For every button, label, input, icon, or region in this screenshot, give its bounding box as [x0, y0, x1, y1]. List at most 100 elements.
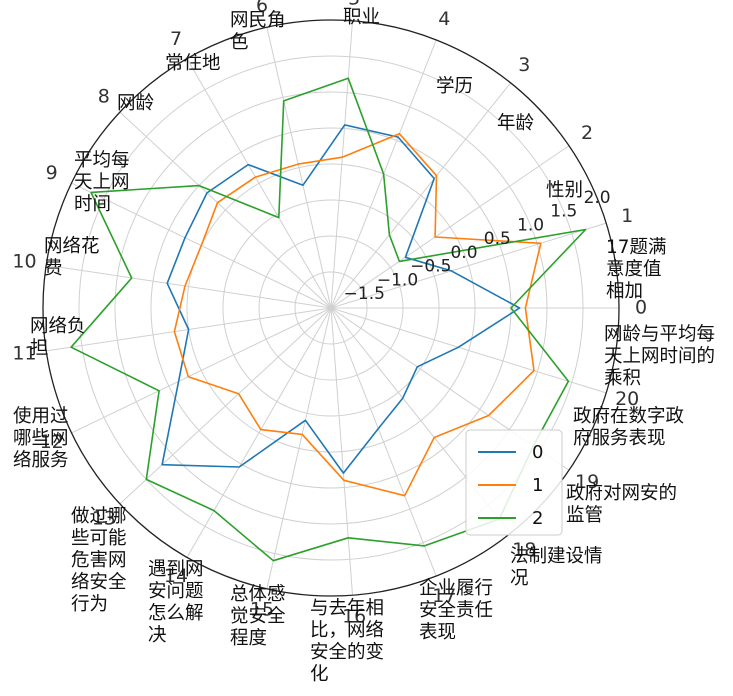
category-label-line: 常住地 [165, 53, 221, 74]
category-label-line: 职业 [343, 7, 380, 28]
radial-tick-label: −1.0 [377, 270, 418, 290]
legend-label: 2 [532, 508, 543, 529]
grid-spoke [71, 307, 332, 434]
angular-tick-label: 9 [46, 162, 58, 184]
category-label-line: 网民角 [230, 10, 286, 31]
category-label-line: 况 [510, 568, 529, 589]
grid-spoke [46, 264, 332, 309]
category-label-line: 年龄 [497, 113, 534, 134]
category-label-line: 天上网 [74, 172, 130, 193]
category-label-line: 安全的变 [310, 642, 384, 663]
category-label: 网络花费 [44, 236, 100, 279]
category-label-line: 哪些网 [13, 428, 69, 449]
category-label-line: 网龄 [117, 93, 154, 114]
category-label-line: 意度值 [606, 259, 662, 280]
category-label-line: 政府对网安的 [566, 483, 677, 504]
angular-tick-labels: 01234567891011121314151617181920 [12, 0, 647, 628]
category-label: 17题满意度值相加 [606, 237, 667, 302]
radial-tick-label: −1.5 [344, 284, 385, 304]
angular-tick-label: 4 [438, 8, 450, 30]
angular-tick-label: 2 [581, 122, 593, 144]
angular-tick-label: 0 [635, 297, 647, 319]
grid-spoke [330, 222, 607, 309]
category-label-line: 平均每 [74, 150, 130, 171]
category-label-line: 表现 [419, 622, 456, 643]
category-label-line: 做过哪 [71, 506, 127, 527]
category-label: 性别 [546, 180, 583, 201]
category-label-line: 网龄与平均每 [604, 324, 715, 345]
angular-tick-label: 13 [92, 507, 116, 529]
category-label-line: 学历 [436, 76, 473, 97]
category-label-line: 些可能 [71, 528, 127, 549]
category-label-line: 化 [310, 664, 329, 685]
category-label-line: 府服务表现 [573, 428, 666, 449]
category-label: 网民角色 [230, 10, 286, 53]
category-label-line: 乘积 [604, 368, 641, 389]
grid-spoke [330, 82, 511, 309]
category-label-line: 遇到网 [148, 559, 204, 580]
category-label: 与去年相比，网络安全的变化 [310, 598, 384, 685]
grid-spoke [266, 307, 332, 589]
category-label-line: 与去年相 [310, 598, 384, 619]
angular-tick-label: 7 [170, 28, 182, 50]
category-label: 企业履行安全责任表现 [419, 578, 493, 643]
category-label-line: 使用过 [13, 406, 69, 427]
grid-spoke [330, 307, 354, 596]
category-label-line: 危害网 [71, 550, 127, 571]
series-line-0 [161, 124, 521, 474]
radial-tick-label: 1.5 [550, 202, 577, 222]
grid-spoke [119, 307, 332, 505]
legend-label: 0 [532, 442, 543, 463]
category-label-line: 性别 [546, 180, 583, 201]
category-label: 做过哪些可能危害网络安全行为 [71, 506, 127, 615]
category-label: 使用过哪些网络服务 [13, 406, 69, 471]
category-label-line: 程度 [230, 628, 267, 649]
category-label-line: 费 [44, 258, 63, 279]
category-label: 平均每天上网时间 [74, 150, 130, 215]
category-label: 网龄 [117, 93, 154, 114]
category-label-line: 决 [148, 625, 167, 646]
angular-tick-label: 16 [342, 606, 366, 628]
grid-spoke [330, 145, 570, 309]
category-label: 总体感觉安全程度 [230, 584, 286, 649]
legend-label: 1 [532, 475, 543, 496]
category-label: 政府在数字政府服务表现 [573, 406, 684, 449]
angular-tick-label: 14 [164, 565, 188, 587]
angular-tick-label: 20 [615, 388, 639, 410]
category-label-line: 天上网时间的 [604, 346, 715, 367]
grid-spoke [186, 58, 332, 309]
angular-tick-label: 10 [12, 250, 36, 272]
category-label: 学历 [436, 76, 473, 97]
radial-tick-label: 0.5 [484, 229, 511, 249]
angular-tick-label: 6 [256, 0, 268, 16]
category-label-line: 怎么解 [148, 603, 204, 624]
category-label-line: 安问题 [148, 581, 204, 602]
category-label: 遇到网安问题怎么解决 [148, 559, 204, 646]
category-label: 法制建设情况 [510, 546, 603, 589]
category-label-line: 色 [230, 32, 249, 53]
outer-frame [42, 19, 620, 597]
category-labels: 网龄与平均每天上网时间的乘积 17题满意度值相加 性别 年龄 学历 职业 网民角色常住地网龄… [13, 7, 715, 685]
radial-tick-label: 0.0 [450, 243, 477, 263]
angular-tick-label: 19 [575, 471, 599, 493]
category-label: 网络负担 [30, 316, 86, 359]
radar-series [70, 77, 587, 562]
category-label-line: 觉安全 [230, 606, 286, 627]
grid-spoke [186, 307, 332, 558]
radial-tick-label: 1.0 [517, 215, 544, 235]
legend-box [465, 429, 563, 536]
category-label: 年龄 [497, 113, 534, 134]
series-line-1 [173, 132, 542, 497]
angular-tick-label: 11 [12, 343, 36, 365]
category-label: 政府对网安的监管 [566, 483, 677, 526]
angular-tick-label: 8 [98, 86, 110, 108]
legend: 0 1 2 [465, 429, 563, 536]
grid-spoke [119, 111, 332, 309]
category-label-line: 络服务 [13, 450, 69, 471]
grid-spoke [266, 27, 332, 309]
category-label-line: 络安全 [71, 572, 127, 593]
angular-tick-label: 3 [518, 54, 530, 76]
category-label: 职业 [343, 7, 380, 28]
angular-tick-label: 12 [40, 431, 64, 453]
category-label: 常住地 [165, 53, 221, 74]
